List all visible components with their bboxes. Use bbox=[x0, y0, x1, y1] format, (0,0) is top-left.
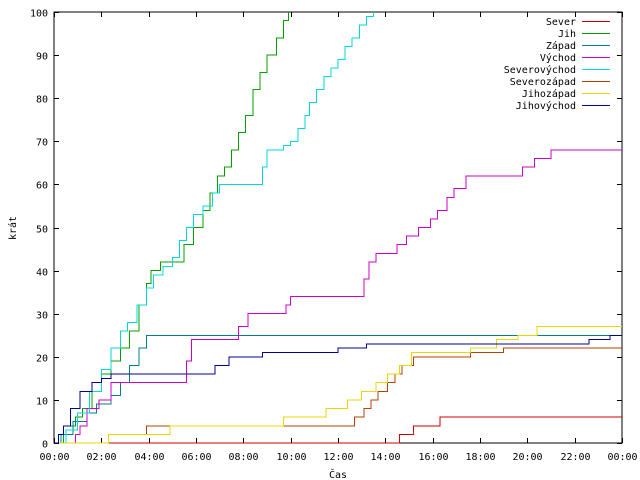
x-tick-label: 12:00 bbox=[323, 452, 353, 463]
x-tick-label: 04:00 bbox=[134, 452, 164, 463]
x-tick-label: 10:00 bbox=[276, 452, 306, 463]
y-tick-label: 70 bbox=[36, 138, 48, 149]
series-line-4 bbox=[54, 12, 374, 444]
legend-label: Jihozápad bbox=[522, 88, 576, 100]
x-tick-label: 16:00 bbox=[418, 452, 448, 463]
y-tick-label: 40 bbox=[36, 268, 48, 279]
legend-label: Sever bbox=[546, 17, 576, 28]
x-axis-label: Čas bbox=[329, 468, 347, 480]
x-tick-label: 02:00 bbox=[86, 452, 116, 463]
y-tick-label: 0 bbox=[42, 440, 48, 451]
x-tick-label: 20:00 bbox=[512, 452, 542, 463]
y-tick-label: 100 bbox=[30, 9, 48, 20]
legend-label: Jihovýchod bbox=[516, 100, 576, 112]
series-lines bbox=[54, 12, 622, 444]
series-line-5 bbox=[54, 347, 622, 444]
y-axis-label: krát bbox=[7, 216, 19, 240]
x-axis: 00:00 02:00 04:00 06:00 08:00 10:00 12:00 14:00… bbox=[39, 12, 638, 463]
legend: SeverJihZápadVýchodSeverovýchodSeverozáp… bbox=[504, 17, 610, 112]
x-tick-label: 00:00 bbox=[39, 452, 69, 463]
y-tick-label: 50 bbox=[36, 225, 48, 236]
x-tick-label: 08:00 bbox=[228, 452, 258, 463]
legend-label: Severozápad bbox=[510, 76, 576, 88]
x-tick-label: 14:00 bbox=[370, 452, 400, 463]
legend-label: Severovýchod bbox=[504, 64, 576, 76]
x-tick-label: 22:00 bbox=[560, 452, 590, 463]
x-tick-label: 00:00 bbox=[607, 452, 637, 463]
y-tick-label: 10 bbox=[36, 397, 48, 408]
series-line-3 bbox=[54, 149, 622, 444]
legend-label: Východ bbox=[540, 52, 576, 64]
y-axis: 0 10 20 30 40 50 60 70 80 90 100 bbox=[30, 9, 622, 451]
y-tick-label: 80 bbox=[36, 95, 48, 106]
series-line-1 bbox=[54, 12, 289, 444]
y-tick-label: 60 bbox=[36, 181, 48, 192]
x-tick-label: 06:00 bbox=[181, 452, 211, 463]
legend-label: Západ bbox=[546, 40, 576, 52]
x-tick-label: 18:00 bbox=[465, 452, 495, 463]
series-line-7 bbox=[54, 334, 622, 444]
legend-label: Jih bbox=[558, 29, 576, 40]
y-tick-label: 90 bbox=[36, 52, 48, 63]
y-tick-label: 20 bbox=[36, 354, 48, 365]
series-line-6 bbox=[54, 326, 622, 444]
y-tick-label: 30 bbox=[36, 311, 48, 322]
series-line-0 bbox=[54, 416, 622, 444]
